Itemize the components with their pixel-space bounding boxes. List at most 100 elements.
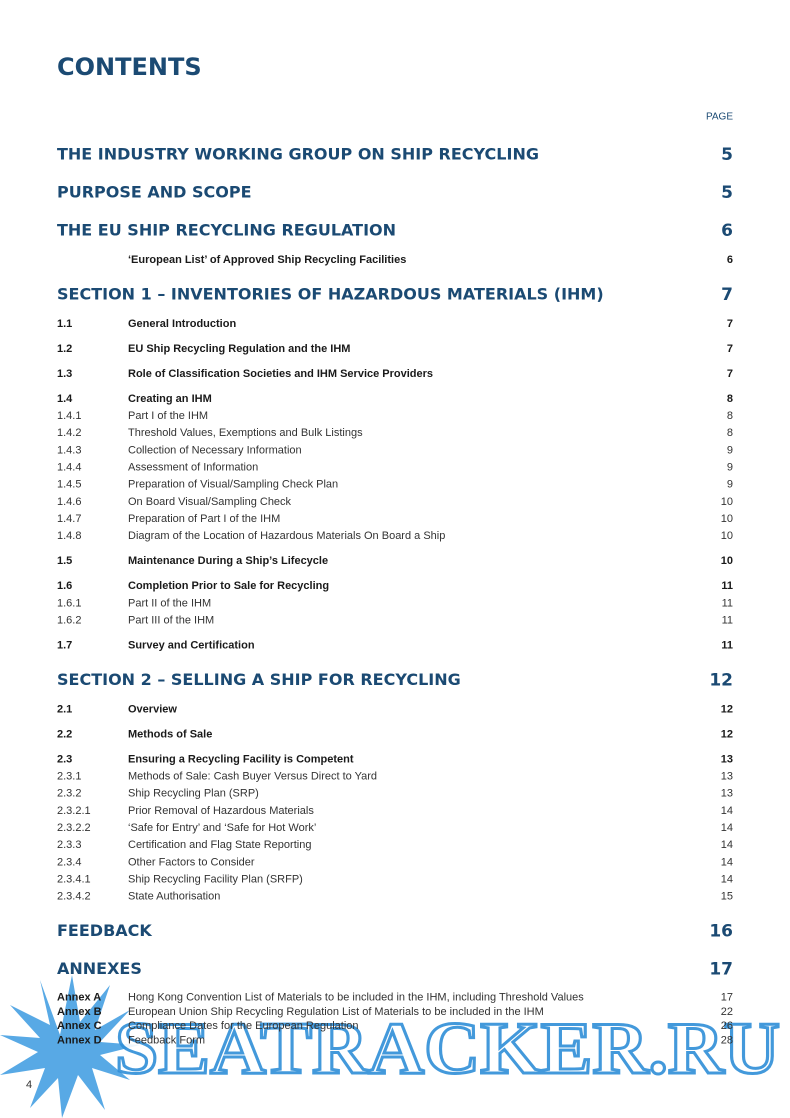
item-number: 1.4 — [57, 393, 73, 405]
section-title: FEEDBACK — [57, 921, 152, 940]
subitem-title: Methods of Sale: Cash Buyer Versus Direc… — [128, 771, 377, 783]
contents-title: CONTENTS — [57, 53, 202, 81]
subitem-number: 1.4.8 — [57, 530, 81, 542]
subitem-title: Prior Removal of Hazardous Materials — [128, 805, 314, 817]
subitem-number: 2.3.4 — [57, 856, 81, 868]
annex-title: Feedback Form — [128, 1035, 205, 1047]
subitem-title: Part I of the IHM — [128, 410, 208, 422]
subitem-page: 13 — [721, 771, 733, 783]
item-number: 2.3 — [57, 753, 72, 765]
item-number: 1.7 — [57, 639, 72, 651]
subitem-page: 8 — [727, 410, 733, 422]
item-number: 1.1 — [57, 318, 72, 330]
annex-number: Annex B — [57, 1006, 102, 1018]
subitem-title: On Board Visual/Sampling Check — [128, 496, 292, 508]
subitem-number: 1.4.7 — [57, 513, 81, 525]
section-page: 5 — [721, 145, 733, 165]
subitem-page: 14 — [721, 839, 733, 851]
item-title: ‘European List’ of Approved Ship Recycli… — [128, 254, 406, 266]
subitem-number: 1.4.3 — [57, 444, 81, 456]
item-number: 2.2 — [57, 728, 72, 740]
subitem-number: 1.4.1 — [57, 410, 81, 422]
section-title: PURPOSE AND SCOPE — [57, 183, 252, 202]
item-page: 6 — [727, 254, 733, 266]
subitem-page: 11 — [722, 614, 733, 626]
subitem-title: Part II of the IHM — [128, 597, 211, 609]
section-page: 7 — [721, 285, 733, 305]
subitem-number: 2.3.2.2 — [57, 822, 91, 834]
subitem-title: Collection of Necessary Information — [128, 444, 302, 456]
item-title: Ensuring a Recycling Facility is Compete… — [128, 753, 354, 765]
item-page: 12 — [721, 728, 733, 740]
watermark-text: SEATRACKER.RU — [115, 1008, 780, 1090]
subitem-page: 15 — [721, 891, 733, 903]
annex-page: 28 — [721, 1035, 733, 1047]
subitem-page: 8 — [727, 427, 733, 439]
page-number: 4 — [26, 1079, 32, 1091]
item-page: 13 — [721, 753, 733, 765]
subitem-number: 2.3.3 — [57, 839, 81, 851]
subitem-title: Ship Recycling Plan (SRP) — [128, 788, 259, 800]
annex-title: Hong Kong Convention List of Materials t… — [128, 992, 584, 1004]
item-title: Methods of Sale — [128, 728, 212, 740]
item-page: 8 — [727, 393, 733, 405]
starburst — [0, 975, 140, 1118]
subitem-title: State Authorisation — [128, 891, 220, 903]
section-page: 12 — [709, 671, 733, 691]
item-page: 11 — [721, 639, 733, 651]
section-title: THE EU SHIP RECYCLING REGULATION — [57, 221, 396, 240]
item-page: 10 — [721, 555, 733, 567]
subitem-number: 2.3.2 — [57, 788, 81, 800]
subitem-title: Preparation of Part I of the IHM — [128, 513, 280, 525]
subitem-number: 1.6.2 — [57, 614, 81, 626]
item-title: Maintenance During a Ship’s Lifecycle — [128, 555, 328, 567]
section-title: SECTION 1 – INVENTORIES OF HAZARDOUS MAT… — [57, 285, 604, 304]
annex-number: Annex A — [57, 992, 101, 1004]
subitem-page: 9 — [727, 462, 733, 474]
subitem-title: Certification and Flag State Reporting — [128, 839, 311, 851]
subitem-page: 14 — [721, 856, 733, 868]
subitem-number: 1.4.2 — [57, 427, 81, 439]
subitem-title: Part III of the IHM — [128, 614, 214, 626]
subitem-title: Threshold Values, Exemptions and Bulk Li… — [128, 427, 363, 439]
subitem-page: 9 — [727, 479, 733, 491]
annex-page: 26 — [721, 1020, 733, 1032]
watermark: SEATRACKER.RU — [0, 975, 782, 1118]
item-number: 1.3 — [57, 368, 72, 380]
subitem-number: 2.3.1 — [57, 771, 81, 783]
item-title: Survey and Certification — [128, 639, 255, 651]
subitem-number: 1.6.1 — [57, 597, 81, 609]
annex-title: Compliance Dates for the European Regula… — [128, 1020, 359, 1032]
subitem-title: ‘Safe for Entry’ and ‘Safe for Hot Work’ — [128, 822, 316, 834]
section-page: 16 — [709, 922, 733, 942]
annex-page: 17 — [721, 992, 733, 1004]
item-title: Completion Prior to Sale for Recycling — [128, 580, 329, 592]
subitem-number: 1.4.5 — [57, 479, 81, 491]
subitem-page: 10 — [721, 496, 733, 508]
item-number: 2.1 — [57, 703, 72, 715]
page-label: PAGE — [706, 112, 733, 123]
subitem-number: 1.4.6 — [57, 496, 81, 508]
subitem-title: Ship Recycling Facility Plan (SRFP) — [128, 873, 303, 885]
subitem-number: 2.3.4.2 — [57, 891, 91, 903]
item-page: 7 — [727, 368, 733, 380]
subitem-page: 14 — [721, 822, 733, 834]
subitem-title: Other Factors to Consider — [128, 856, 255, 868]
item-number: 1.2 — [57, 343, 72, 355]
section-title: THE INDUSTRY WORKING GROUP ON SHIP RECYC… — [57, 145, 539, 164]
subitem-number: 2.3.2.1 — [57, 805, 91, 817]
item-page: 12 — [721, 703, 733, 715]
subitem-title: Preparation of Visual/Sampling Check Pla… — [128, 479, 338, 491]
item-title: General Introduction — [128, 318, 236, 330]
item-title: Overview — [128, 703, 177, 715]
subitem-page: 11 — [722, 597, 733, 609]
item-number: 1.6 — [57, 580, 72, 592]
subitem-page: 10 — [721, 530, 733, 542]
section-page: 6 — [721, 221, 733, 241]
item-title: Creating an IHM — [128, 393, 212, 405]
section-title: SECTION 2 – SELLING A SHIP FOR RECYCLING — [57, 670, 461, 689]
subitem-page: 13 — [721, 788, 733, 800]
subitem-page: 9 — [727, 444, 733, 456]
item-number: 1.5 — [57, 555, 72, 567]
